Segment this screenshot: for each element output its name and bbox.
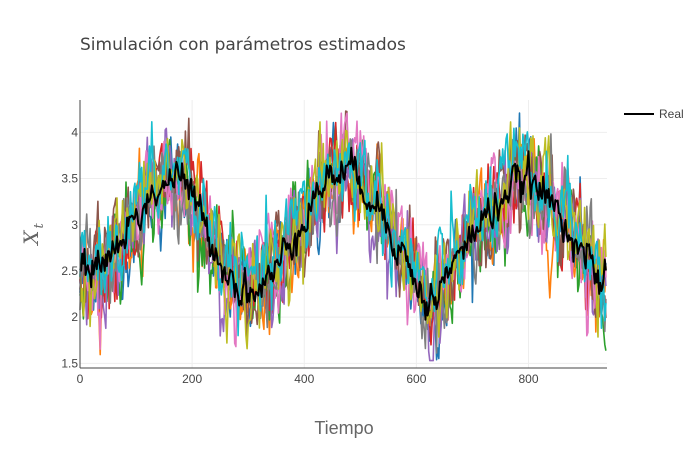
y-axis-ticks: 1.5 2 2.5 3 3.5 4 [61, 125, 78, 370]
real-line [79, 146, 607, 321]
x-tick-label: 600 [406, 372, 426, 386]
x-tick-label: 200 [182, 372, 202, 386]
legend-label-real: Real [659, 107, 684, 121]
simulation-lines [79, 110, 607, 362]
y-tick-label: 2 [71, 310, 78, 324]
y-tick-label: 4 [71, 125, 78, 139]
y-axis-title-main: X [19, 230, 43, 247]
y-tick-label: 3.5 [61, 172, 78, 186]
legend[interactable]: Real [624, 107, 684, 121]
y-tick-label: 3 [71, 218, 78, 232]
x-tick-label: 400 [294, 372, 314, 386]
x-tick-label: 0 [77, 372, 84, 386]
y-tick-label: 2.5 [61, 264, 78, 278]
y-axis-title: Xt [19, 222, 47, 246]
x-axis-ticks: 0 200 400 600 800 [77, 372, 539, 386]
simulation-line [79, 121, 607, 337]
y-tick-label: 1.5 [61, 356, 78, 370]
y-axis-title-subscript: t [32, 222, 47, 228]
x-tick-label: 800 [518, 372, 538, 386]
simulation-line [79, 121, 607, 350]
chart-title: Simulación con parámetros estimados [80, 35, 406, 55]
real-series [79, 146, 607, 321]
y-axis-title-group: Xt [19, 222, 47, 246]
x-axis-title: Tiempo [314, 418, 373, 438]
